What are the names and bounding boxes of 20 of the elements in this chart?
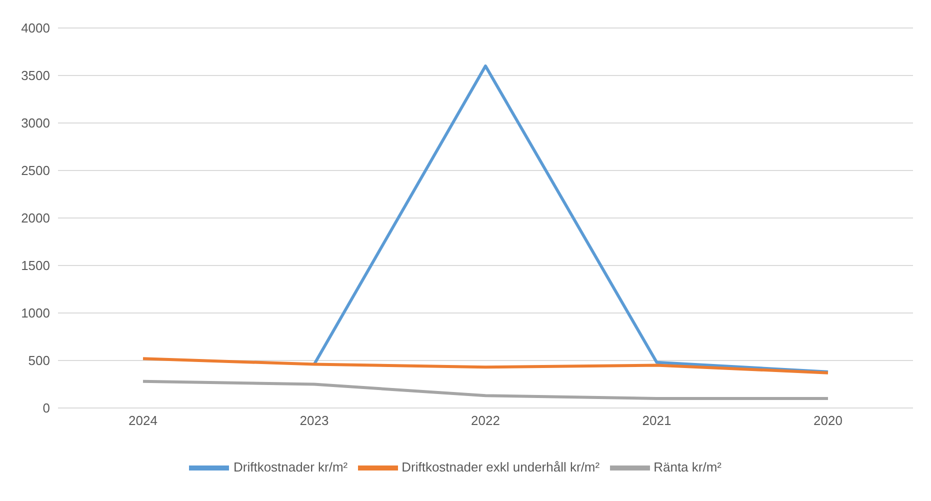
y-tick-label: 2500 xyxy=(21,163,50,178)
line-series xyxy=(142,380,830,400)
y-tick-label: 1500 xyxy=(21,258,50,274)
y-tick-label: 3000 xyxy=(21,116,50,131)
legend-label: Driftkostnader exkl underhåll kr/m² xyxy=(402,459,600,474)
line-series xyxy=(142,357,830,374)
legend-label: Ränta kr/m² xyxy=(654,459,722,474)
legend-label: Driftkostnader kr/m² xyxy=(233,459,348,474)
x-tick-label: 2023 xyxy=(300,413,329,428)
y-tick-label: 3500 xyxy=(21,68,50,84)
x-tick-label: 2020 xyxy=(814,413,842,428)
y-tick-label: 500 xyxy=(28,353,50,368)
y-tick-label: 2000 xyxy=(21,210,50,226)
x-tick-label: 2021 xyxy=(642,413,672,428)
line-series xyxy=(312,64,830,374)
x-tick-label: 2022 xyxy=(471,413,500,428)
y-tick-label: 0 xyxy=(42,400,50,416)
y-tick-label: 4000 xyxy=(21,20,50,36)
y-tick-label: 1000 xyxy=(21,306,50,321)
x-tick-label: 2024 xyxy=(128,413,158,428)
